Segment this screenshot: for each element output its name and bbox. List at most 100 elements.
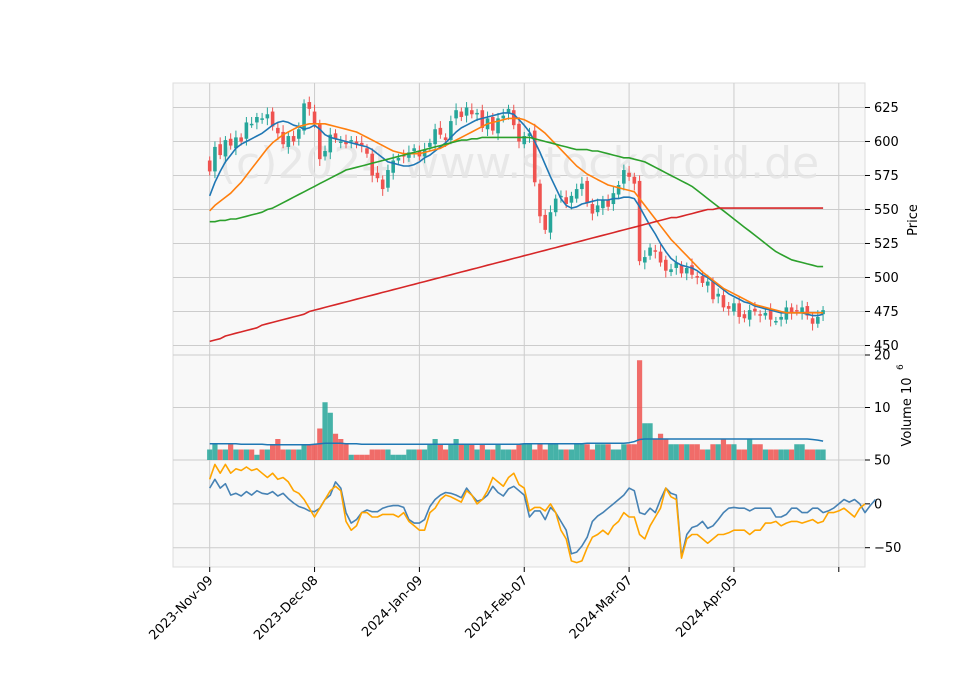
x-tick-label: 2024-Jan-09 [359,573,426,640]
volume-bar [689,444,695,460]
candle-body [276,127,280,134]
volume-bar [448,444,454,460]
candle-body [281,131,285,145]
candle-body [244,122,249,139]
volume-bar [332,433,339,460]
price-tick-label: 600 [874,135,899,150]
volume-bar [364,454,370,460]
candle-body [574,189,579,199]
volume-bar [542,449,548,460]
candle-body [580,183,584,190]
volume-axis-exponent: 6 [896,364,906,370]
volume-bar [416,449,422,460]
candle-body [255,117,259,123]
volume-bar [327,412,333,460]
candle-body [590,204,595,214]
volume-bar [322,402,328,460]
moving-average-line [208,112,824,317]
candle-body [774,321,778,323]
candle-body [595,205,600,213]
candle-body [548,212,553,233]
volume-bar [694,444,700,460]
candle-body [307,102,312,109]
candle-body [412,148,416,151]
volume-bar [490,449,496,460]
candle-body [260,118,264,120]
volume-bar [757,444,763,460]
candle-body [428,142,432,147]
candle-body [753,308,757,312]
x-tick-label: 2023-Dec-08 [251,573,321,643]
volume-bar [595,444,601,460]
candle-body [716,293,721,297]
volume-bar [259,449,265,460]
candle-body [695,276,700,278]
candle-body [564,197,568,205]
price-tick-label: 475 [874,305,899,320]
candle-body [470,110,474,115]
volume-bar [631,444,637,460]
volume-bar [422,449,428,460]
volume-bar [296,449,302,460]
candle-body [522,136,527,145]
volume-bar [799,444,805,460]
volume-bar [705,449,711,460]
volume-axis-label: Volume 10 [900,377,915,446]
candle-body [637,180,642,262]
volume-bar [453,439,459,460]
candle-body [532,130,537,183]
candle-body [632,176,637,184]
volume-bar [511,449,517,460]
volume-bar [484,449,491,460]
volume-bar [217,449,223,460]
volume-bar [280,449,286,460]
volume-bar [563,449,569,460]
volume-bar [574,444,580,460]
volume-bar [605,444,611,460]
volume-bar [469,444,475,460]
candle-body [365,148,369,154]
candle-body [386,170,390,188]
candle-body [338,141,343,143]
volume-bar [547,444,554,460]
volume-bar [443,449,449,460]
volume-bar [731,444,737,460]
volume-bar [663,439,669,460]
volume-bar [642,423,648,460]
volume-bar [741,449,748,460]
volume-bar [359,454,365,460]
volume-bar [589,449,595,460]
volume-bar [374,449,381,460]
candle-body [354,141,359,145]
candle-body [496,118,500,134]
volume-bar [338,439,344,460]
candle-body [213,146,217,172]
candle-body [721,295,726,308]
volume-bar [684,444,690,460]
candle-body [711,281,715,300]
candle-body [223,140,228,157]
oscillator-tick-label: 0 [874,497,882,512]
candle-body [763,312,768,316]
volume-tick-label: 10 [874,401,891,416]
candle-body [501,115,506,119]
candle-body [527,133,532,137]
candle-body [658,251,663,263]
volume-bar [238,449,244,460]
volume-bar [647,423,653,460]
candle-body [616,185,621,195]
price-tick-label: 450 [874,339,899,354]
candle-body [317,123,322,160]
candle-body [375,172,380,179]
candle-body [653,250,658,252]
candle-body [747,310,752,320]
volume-bar [621,444,627,460]
candle-body [768,310,773,320]
candle-body [207,160,212,172]
candle-body [789,307,794,313]
candle-body [816,316,820,324]
volume-bar [306,444,312,460]
volume-bar [458,444,464,460]
price-tick-label: 625 [874,101,899,116]
